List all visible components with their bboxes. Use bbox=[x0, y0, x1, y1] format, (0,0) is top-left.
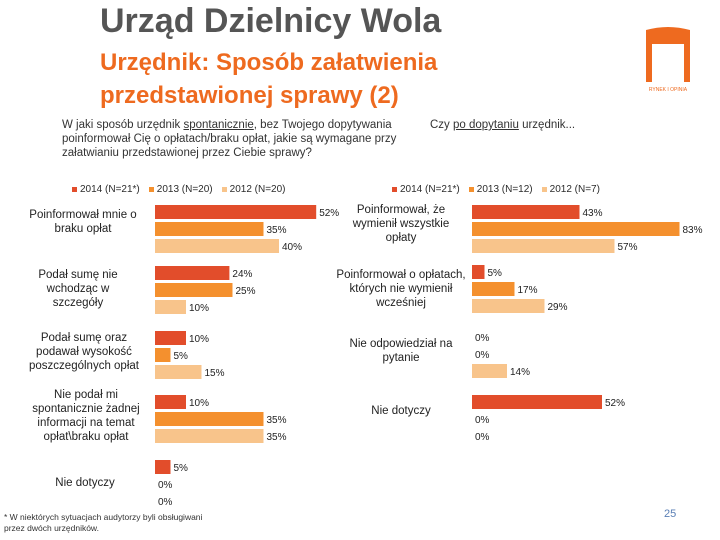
legend-swatch-2014 bbox=[72, 187, 77, 192]
left-question-underlined: spontanicznie bbox=[183, 119, 254, 131]
left-bar bbox=[155, 348, 171, 362]
left-bar bbox=[155, 266, 230, 280]
right-question-prefix: Czy bbox=[430, 119, 453, 131]
left-category-label: Nie dotyczy bbox=[55, 477, 115, 489]
left-bar bbox=[155, 283, 233, 297]
right-bar bbox=[472, 282, 515, 296]
logo-arc-shape bbox=[646, 27, 690, 82]
left-data-label: 35% bbox=[267, 432, 287, 443]
left-bar bbox=[155, 239, 279, 253]
right-data-label: 52% bbox=[605, 398, 625, 409]
left-bar bbox=[155, 331, 186, 345]
right-data-label: 14% bbox=[510, 367, 530, 378]
left-data-label: 0% bbox=[158, 480, 173, 491]
right-bar bbox=[472, 222, 680, 236]
left-category-label: Podał sumę oraz podawał wysokość poszcze… bbox=[29, 332, 139, 372]
right-data-label: 0% bbox=[475, 432, 490, 443]
left-category-label: Podał sumę nie wchodząc w szczegóły bbox=[38, 269, 118, 309]
arc-logo: arc RYNEK I OPINIA bbox=[646, 27, 690, 93]
left-category-label: Nie podał mi spontanicznie żadnej inform… bbox=[32, 389, 140, 443]
right-legend: 2014 (N=21*) 2013 (N=12) 2012 (N=7) bbox=[392, 184, 600, 195]
left-legend-label-2013: 2013 (N=20) bbox=[156, 184, 213, 195]
left-data-label: 52% bbox=[319, 208, 339, 219]
left-bar bbox=[155, 300, 186, 314]
left-data-label: 40% bbox=[282, 242, 302, 253]
right-bar bbox=[472, 239, 615, 253]
logo-subtext: RYNEK I OPINIA bbox=[649, 87, 688, 93]
right-bar bbox=[472, 205, 580, 219]
left-data-label: 35% bbox=[267, 415, 287, 426]
legend-swatch-2014 bbox=[392, 187, 397, 192]
right-data-label: 0% bbox=[475, 333, 490, 344]
right-data-label: 5% bbox=[488, 268, 503, 279]
left-bar bbox=[155, 365, 202, 379]
left-data-label: 10% bbox=[189, 334, 209, 345]
left-bar bbox=[155, 205, 317, 219]
legend-swatch-2013 bbox=[468, 187, 474, 192]
left-data-label: 35% bbox=[267, 225, 287, 236]
left-data-label: 15% bbox=[205, 368, 225, 379]
right-bar bbox=[472, 395, 602, 409]
right-legend-label-2013: 2013 (N=12) bbox=[476, 184, 533, 195]
right-bar bbox=[472, 364, 507, 378]
page-subtitle: Urzędnik: Sposób załatwienia przedstawio… bbox=[100, 49, 438, 109]
right-legend-label-2014: 2014 (N=21*) bbox=[400, 184, 460, 195]
page-title: Urząd Dzielnicy Wola bbox=[100, 2, 442, 40]
left-question-suffix: , bez Twojego dopytywania poinformował C… bbox=[62, 119, 397, 159]
left-data-label: 5% bbox=[174, 351, 189, 362]
right-legend-2012: 2012 (N=7) bbox=[541, 184, 600, 195]
legend-swatch-2012 bbox=[541, 187, 547, 192]
right-question-underlined: po dopytaniu bbox=[453, 119, 519, 131]
right-bar bbox=[472, 299, 545, 313]
right-category-label: Poinformował, że wymienił wszystkie opła… bbox=[352, 204, 450, 244]
left-legend-label-2014: 2014 (N=21*) bbox=[80, 184, 140, 195]
left-legend-label-2012: 2012 (N=20) bbox=[229, 184, 286, 195]
left-bar bbox=[155, 222, 264, 236]
left-data-label: 0% bbox=[158, 497, 173, 508]
right-question-suffix: urzędnik... bbox=[518, 119, 576, 131]
right-data-label: 57% bbox=[618, 242, 638, 253]
logo-text: arc bbox=[658, 66, 678, 81]
left-question: W jaki sposób urzędnik spontanicznie, be… bbox=[62, 118, 412, 160]
right-legend-2013: 2013 (N=12) bbox=[468, 184, 533, 195]
left-legend: 2014 (N=21*) 2013 (N=20) 2012 (N=20) bbox=[72, 184, 286, 195]
left-bar bbox=[155, 395, 186, 409]
left-question-prefix: W jaki sposób urzędnik bbox=[62, 119, 184, 131]
left-category-label: Poinformował mnie o braku opłat bbox=[29, 209, 137, 235]
page-number: 25 bbox=[664, 508, 677, 520]
right-bar bbox=[472, 265, 485, 279]
right-data-label: 43% bbox=[583, 208, 603, 219]
right-category-label: Nie odpowiedział na pytanie bbox=[349, 338, 453, 364]
right-legend-2014: 2014 (N=21*) bbox=[392, 184, 460, 195]
left-data-label: 5% bbox=[174, 463, 189, 474]
footnote: * W niektórych sytuacjach audytorzy byli… bbox=[4, 512, 203, 533]
right-question: Czy po dopytaniu urzędnik... bbox=[430, 118, 660, 132]
left-bar bbox=[155, 412, 264, 426]
right-data-label: 0% bbox=[475, 350, 490, 361]
left-legend-2012: 2012 (N=20) bbox=[221, 184, 286, 195]
left-data-label: 24% bbox=[232, 269, 252, 280]
left-bar bbox=[155, 429, 264, 443]
left-legend-2014: 2014 (N=21*) bbox=[72, 184, 140, 195]
right-data-label: 83% bbox=[683, 225, 703, 236]
left-legend-2013: 2013 (N=20) bbox=[148, 184, 213, 195]
left-bar bbox=[155, 460, 171, 474]
left-data-label: 25% bbox=[236, 286, 256, 297]
right-data-label: 0% bbox=[475, 415, 490, 426]
right-legend-label-2012: 2012 (N=7) bbox=[549, 184, 600, 195]
right-data-label: 29% bbox=[548, 302, 568, 313]
legend-swatch-2013 bbox=[148, 187, 154, 192]
left-data-label: 10% bbox=[189, 398, 209, 409]
legend-swatch-2012 bbox=[221, 187, 227, 192]
right-data-label: 17% bbox=[518, 285, 538, 296]
left-data-label: 10% bbox=[189, 303, 209, 314]
right-category-label: Nie dotyczy bbox=[371, 405, 431, 417]
right-category-label: Poinformował o opłatach, których nie wym… bbox=[336, 269, 466, 309]
